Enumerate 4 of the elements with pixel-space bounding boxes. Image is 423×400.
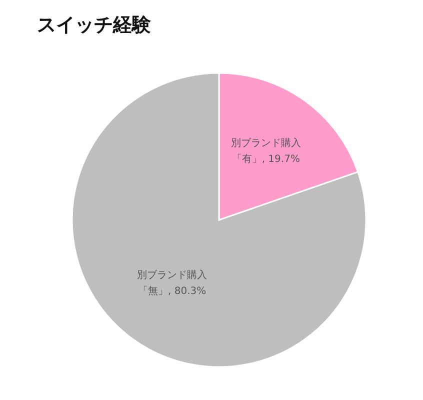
slice-label: 別ブランド購入「有」, 19.7%	[230, 137, 301, 166]
chart-title: スイッチ経験	[37, 14, 152, 36]
pie-slice	[71, 72, 367, 368]
slice-label: 別ブランド購入「無」, 80.3%	[137, 268, 208, 297]
